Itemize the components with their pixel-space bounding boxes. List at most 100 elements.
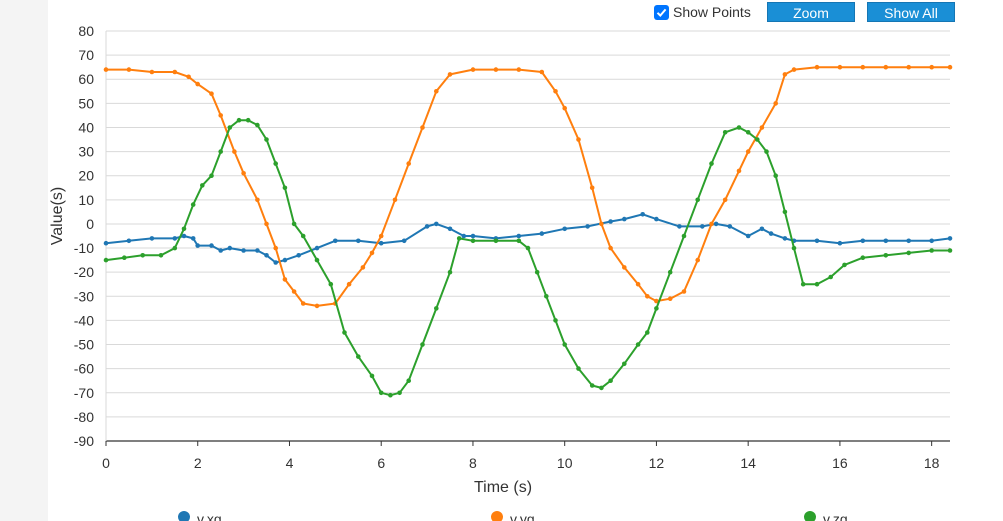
legend-label: v.yg <box>510 511 535 521</box>
data-point <box>884 239 889 244</box>
data-point <box>127 67 132 72</box>
y-tick-label: 40 <box>78 119 94 135</box>
data-point <box>191 202 196 207</box>
data-point <box>209 243 214 248</box>
data-point <box>553 318 558 323</box>
legend-label: v.xg <box>197 511 222 521</box>
data-point <box>462 234 467 239</box>
data-point <box>599 386 604 391</box>
x-tick-label: 8 <box>469 455 477 471</box>
data-point <box>645 330 650 335</box>
data-point <box>654 306 659 311</box>
data-point <box>838 65 843 70</box>
data-point <box>494 67 499 72</box>
x-axis-ticks: 0 2 4 6 8 10 12 14 16 18 <box>102 441 940 471</box>
y-tick-label: 50 <box>78 95 94 111</box>
data-point <box>195 243 200 248</box>
data-point <box>622 265 627 270</box>
data-point <box>420 342 425 347</box>
data-point <box>356 239 361 244</box>
data-point <box>553 89 558 94</box>
data-point <box>301 301 306 306</box>
data-point <box>329 282 334 287</box>
data-point <box>709 222 714 227</box>
x-tick-label: 2 <box>194 455 202 471</box>
data-point <box>379 391 384 396</box>
y-tick-label: -30 <box>74 288 94 304</box>
data-point <box>273 246 278 251</box>
data-point <box>273 161 278 166</box>
data-point <box>315 258 320 263</box>
y-tick-label: 80 <box>78 23 94 39</box>
data-point <box>608 246 613 251</box>
data-point <box>228 125 233 130</box>
y-tick-label: -50 <box>74 337 94 353</box>
data-point <box>622 362 627 367</box>
data-point <box>815 239 820 244</box>
data-point <box>209 173 214 178</box>
y-tick-label: -80 <box>74 409 94 425</box>
y-tick-label: 0 <box>86 216 94 232</box>
legend-marker <box>491 511 503 521</box>
data-point <box>434 89 439 94</box>
data-point <box>393 198 398 203</box>
data-point <box>434 222 439 227</box>
data-point <box>191 236 196 241</box>
x-tick-label: 4 <box>286 455 294 471</box>
y-tick-label: -40 <box>74 312 94 328</box>
data-point <box>801 282 806 287</box>
data-point <box>379 234 384 239</box>
y-tick-label: -70 <box>74 385 94 401</box>
data-point <box>540 70 545 75</box>
x-axis-label: Time (s) <box>474 479 532 496</box>
data-point <box>861 255 866 260</box>
data-point <box>388 393 393 398</box>
legend-marker <box>804 511 816 521</box>
data-point <box>682 289 687 294</box>
data-point <box>737 169 742 174</box>
data-point <box>264 137 269 142</box>
data-point <box>434 306 439 311</box>
data-point <box>342 330 347 335</box>
data-point <box>292 222 297 227</box>
data-point <box>209 91 214 96</box>
data-point <box>517 234 522 239</box>
data-point <box>723 130 728 135</box>
data-point <box>540 231 545 236</box>
data-point <box>815 282 820 287</box>
data-point <box>241 248 246 253</box>
legend-marker <box>178 511 190 521</box>
data-point <box>695 198 700 203</box>
data-point <box>195 82 200 87</box>
data-point <box>150 70 155 75</box>
data-point <box>929 239 934 244</box>
data-point <box>861 239 866 244</box>
data-point <box>402 239 407 244</box>
data-point <box>218 248 223 253</box>
data-point <box>668 296 673 301</box>
x-tick-label: 0 <box>102 455 110 471</box>
data-point <box>714 222 719 227</box>
data-point <box>682 234 687 239</box>
data-point <box>815 65 820 70</box>
series-line <box>106 214 950 262</box>
data-point <box>150 236 155 241</box>
y-tick-label: 60 <box>78 71 94 87</box>
series-line <box>106 120 950 395</box>
y-tick-label: -90 <box>74 433 94 449</box>
data-point <box>356 354 361 359</box>
data-point <box>173 236 178 241</box>
data-point <box>159 253 164 258</box>
data-point <box>792 246 797 251</box>
data-point <box>425 224 430 229</box>
data-point <box>746 234 751 239</box>
data-point <box>654 217 659 222</box>
data-point <box>590 383 595 388</box>
data-point <box>906 251 911 256</box>
y-tick-label: 20 <box>78 168 94 184</box>
data-point <box>608 378 613 383</box>
data-point <box>448 72 453 77</box>
data-point <box>471 239 476 244</box>
data-point <box>773 173 778 178</box>
data-point <box>783 236 788 241</box>
